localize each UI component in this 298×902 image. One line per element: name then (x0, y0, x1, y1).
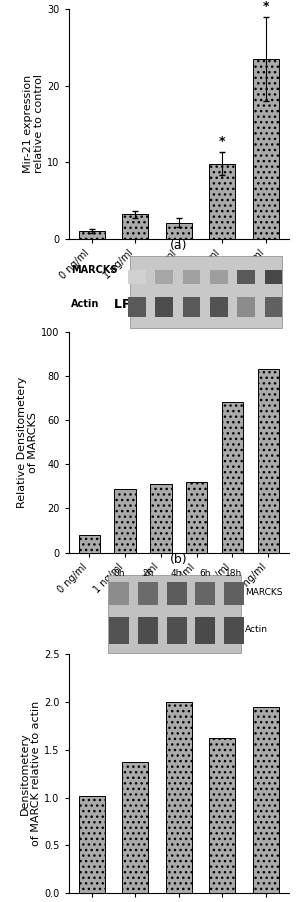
Bar (186, 482, 207, 553)
Bar (114, 489, 136, 553)
Y-axis label: Mir-21 expression
relative to control: Mir-21 expression relative to control (23, 75, 44, 173)
Bar (122, 762, 148, 893)
Y-axis label: Densitometery
of MARCK relative to actin: Densitometery of MARCK relative to actin (20, 701, 41, 846)
Text: *: * (263, 0, 269, 13)
Text: 6h: 6h (200, 568, 211, 577)
FancyBboxPatch shape (224, 582, 244, 605)
Bar (253, 707, 279, 893)
Bar (79, 796, 105, 893)
FancyBboxPatch shape (265, 298, 283, 318)
FancyBboxPatch shape (130, 256, 283, 327)
Bar (253, 59, 279, 239)
FancyBboxPatch shape (138, 582, 158, 605)
Text: 2h: 2h (142, 568, 153, 577)
Text: 4h: 4h (171, 568, 182, 577)
Bar (209, 164, 235, 239)
FancyBboxPatch shape (183, 298, 201, 318)
Text: 18h: 18h (225, 568, 243, 577)
FancyBboxPatch shape (183, 270, 201, 284)
Text: *: * (219, 135, 226, 149)
FancyBboxPatch shape (156, 270, 173, 284)
Bar (122, 215, 148, 239)
FancyBboxPatch shape (138, 617, 158, 644)
Text: MARCKS: MARCKS (71, 264, 117, 274)
Text: (b): (b) (170, 553, 188, 566)
FancyBboxPatch shape (210, 270, 228, 284)
FancyBboxPatch shape (195, 617, 215, 644)
FancyBboxPatch shape (167, 582, 187, 605)
Text: 0h: 0h (114, 568, 125, 577)
FancyBboxPatch shape (167, 617, 187, 644)
Bar (166, 702, 192, 893)
FancyBboxPatch shape (238, 298, 255, 318)
Y-axis label: Relative Densitometery
of MARCKS: Relative Densitometery of MARCKS (17, 376, 38, 508)
FancyBboxPatch shape (238, 270, 255, 284)
Bar (166, 223, 192, 239)
FancyBboxPatch shape (128, 270, 146, 284)
X-axis label: LPS Concentration: LPS Concentration (114, 299, 243, 311)
FancyBboxPatch shape (265, 270, 283, 284)
Text: MARCKS: MARCKS (245, 588, 283, 597)
FancyBboxPatch shape (109, 582, 129, 605)
Bar (79, 535, 100, 553)
Text: Actin: Actin (71, 299, 99, 308)
Bar (209, 739, 235, 893)
Bar (79, 231, 105, 239)
Bar (150, 484, 172, 553)
FancyBboxPatch shape (210, 298, 228, 318)
Text: Actin: Actin (245, 625, 268, 634)
FancyBboxPatch shape (156, 298, 173, 318)
FancyBboxPatch shape (109, 617, 129, 644)
FancyBboxPatch shape (195, 582, 215, 605)
FancyBboxPatch shape (224, 617, 244, 644)
Bar (222, 402, 243, 553)
FancyBboxPatch shape (108, 575, 240, 652)
Text: (a): (a) (170, 239, 187, 252)
Bar (257, 369, 279, 553)
FancyBboxPatch shape (128, 298, 146, 318)
